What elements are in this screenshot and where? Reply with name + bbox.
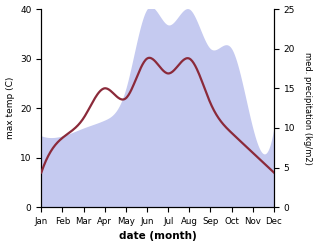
Y-axis label: max temp (C): max temp (C) [5,77,15,139]
X-axis label: date (month): date (month) [119,231,197,242]
Y-axis label: med. precipitation (kg/m2): med. precipitation (kg/m2) [303,52,313,165]
